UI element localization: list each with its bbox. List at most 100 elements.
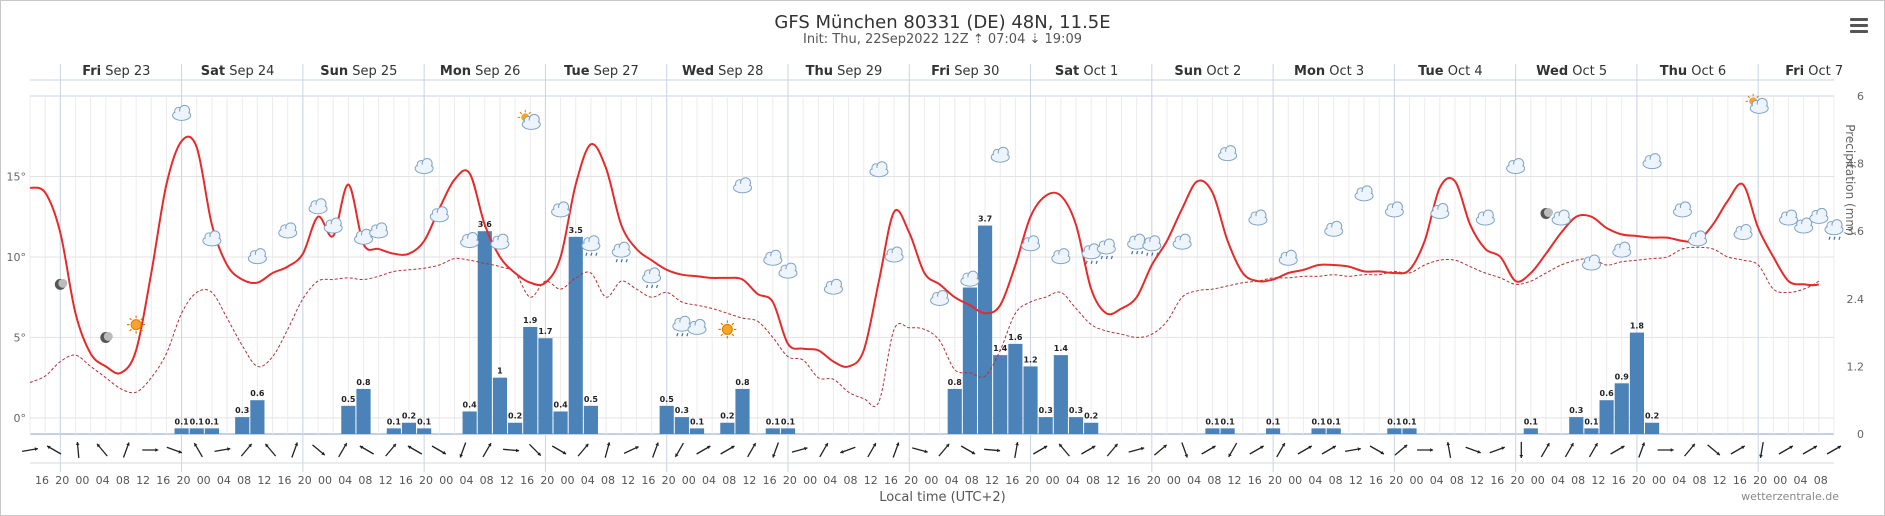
cloud-fill (992, 153, 1009, 162)
hour-tick: 08 (1692, 474, 1706, 487)
cloud-icon (884, 246, 904, 263)
cloud-fill (1674, 207, 1691, 216)
precipitation-bar (1205, 428, 1220, 434)
hour-tick: 20 (540, 474, 554, 487)
sunrise-icon: ⇡ (972, 32, 984, 47)
wind-head (1380, 450, 1384, 455)
bar-value-label: 0.1 (1221, 417, 1236, 426)
precipitation-bar (492, 377, 508, 434)
hour-tick: 20 (904, 474, 918, 487)
dewpoint-line (29, 246, 1820, 407)
rain-drop (1131, 250, 1134, 255)
hour-tick: 16 (1126, 474, 1140, 487)
bar-value-label: 0.4 (554, 400, 569, 409)
precipitation-bar (583, 405, 598, 434)
cloud-fill (779, 269, 796, 278)
precipitation-bar (720, 422, 735, 434)
wind-arrow (720, 445, 735, 455)
cloud-icon (733, 177, 753, 194)
wind-arrow (912, 447, 928, 454)
wind-head (126, 442, 130, 446)
wind-arrow (22, 447, 38, 453)
wind-head (265, 443, 269, 448)
wind-arrow (385, 443, 397, 457)
wind-arrow (1759, 442, 1764, 458)
hour-tick: 20 (176, 474, 190, 487)
cloud-fill (1810, 214, 1827, 223)
cloud-fill (1613, 248, 1630, 257)
precipitation-bar (204, 428, 219, 434)
day-header: Wed Oct 5 (1536, 64, 1607, 79)
cloud-fill (764, 256, 781, 265)
precipitation-bar (1326, 428, 1341, 434)
wind-head (178, 449, 182, 454)
hour-tick: 12 (1228, 474, 1242, 487)
day-header: Sun Sep 25 (320, 64, 397, 79)
day-header: Wed Sep 28 (682, 64, 763, 79)
hour-tick: 16 (399, 474, 413, 487)
rain-drop (1146, 252, 1149, 256)
wind-arrow (459, 442, 467, 458)
cloud-fill (1143, 241, 1160, 250)
rain-icon (1127, 233, 1147, 255)
cloud-icon (1324, 220, 1344, 237)
rain-drop (1141, 250, 1144, 255)
rain-drop (655, 284, 659, 289)
hour-tick: 04 (1066, 474, 1080, 487)
wind-arrow (1106, 443, 1119, 457)
wind-head (34, 447, 38, 451)
rain-drop (1110, 255, 1113, 260)
rain-drop (1828, 236, 1831, 240)
cloud-icon (930, 289, 950, 306)
rain-drop (615, 258, 618, 263)
day-header: Sat Sep 24 (201, 64, 275, 79)
wind-head (635, 446, 639, 450)
wind-head (1163, 444, 1167, 449)
wind-head (97, 443, 101, 448)
rain-drop (645, 284, 649, 289)
hour-tick: 20 (419, 474, 433, 487)
wind-arrow (604, 442, 611, 458)
wind-head (1789, 445, 1793, 450)
wind-arrow (1540, 442, 1550, 458)
bar-value-label: 0.1 (1584, 417, 1599, 426)
wind-head (1670, 448, 1674, 452)
cloud-icon (278, 222, 298, 239)
cloud-fill (1386, 207, 1403, 216)
hour-tick: 04 (702, 474, 716, 487)
precipitation-bar (765, 428, 780, 434)
hour-tick: 00 (1288, 474, 1302, 487)
sunset-time: 19:09 (1044, 32, 1082, 47)
hour-tick: 00 (1167, 474, 1181, 487)
wind-head (1501, 446, 1505, 451)
bar-value-label: 0.1 (690, 417, 705, 426)
hamburger-menu-icon[interactable] (1850, 18, 1868, 34)
hour-tick: 20 (662, 474, 676, 487)
sun-ray (720, 322, 724, 326)
hour-tick: 00 (439, 474, 453, 487)
cloud-fill (734, 183, 751, 192)
bar-value-label: 0.3 (1039, 406, 1053, 415)
wind-arrow (960, 445, 976, 455)
wind-head (1430, 448, 1434, 452)
wind-arrow (819, 442, 829, 458)
wind-arrow (338, 442, 348, 458)
cloud-fill (673, 322, 690, 331)
precipitation-bar (780, 428, 796, 434)
cloud-fill (961, 277, 978, 286)
hour-tick: 16 (763, 474, 777, 487)
wind-arrow (1730, 445, 1746, 455)
cloud-icon (247, 248, 267, 265)
wind-head (1357, 447, 1361, 451)
sun-ray (129, 317, 132, 321)
day-header: Fri Oct 7 (1785, 64, 1843, 79)
bar-value-label: 0.2 (720, 412, 734, 421)
bar-value-label: 0.3 (235, 406, 249, 415)
bar-value-label: 0.1 (1311, 417, 1326, 426)
wind-head (294, 442, 299, 446)
wind-head (459, 454, 463, 458)
sun-ray (1756, 95, 1759, 99)
precipitation-bar (477, 231, 492, 434)
wind-head (1759, 454, 1763, 458)
day-header: Fri Sep 30 (931, 64, 999, 79)
